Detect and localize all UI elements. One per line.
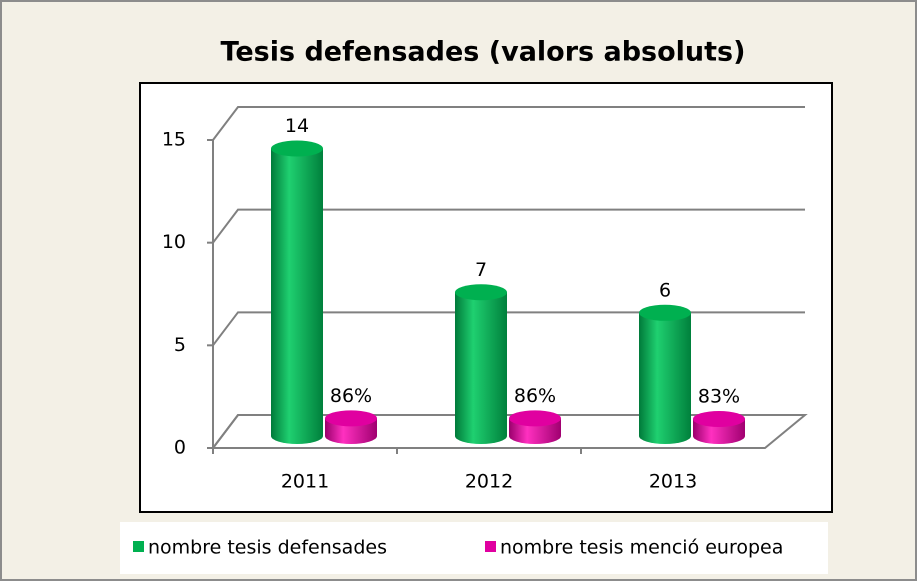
bar-top [639, 304, 691, 321]
bar [271, 148, 323, 445]
x-tick-label: 2011 [281, 471, 329, 493]
y-tick-label: 0 [174, 437, 186, 459]
bar-top [509, 410, 561, 427]
grid-line [212, 106, 805, 141]
data-label: 86% [330, 385, 372, 407]
data-label: 14 [285, 115, 309, 137]
legend-swatch [485, 541, 496, 552]
legend-swatch [133, 541, 144, 552]
bar-top [325, 410, 377, 427]
data-label: 83% [698, 385, 740, 407]
data-label: 86% [514, 385, 556, 407]
bar-top [693, 410, 745, 427]
bar-top [455, 284, 507, 301]
x-tick-label: 2012 [465, 471, 513, 493]
legend-label: nombre tesis menció europea [500, 537, 783, 559]
grid-line [212, 208, 805, 244]
grid-line [212, 414, 805, 449]
y-tick-label: 5 [174, 334, 186, 356]
legend [120, 522, 828, 574]
bar-top [271, 140, 323, 157]
y-tick-label: 10 [162, 231, 186, 253]
x-tick-label: 2013 [649, 471, 697, 493]
bar [455, 292, 507, 444]
bar [639, 312, 691, 444]
grid-line [212, 311, 805, 346]
y-tick-label: 15 [162, 129, 186, 151]
data-label: 7 [475, 259, 487, 281]
legend-label: nombre tesis defensades [148, 537, 387, 559]
data-label: 6 [659, 279, 671, 301]
chart-title: Tesis defensades (valors absoluts) [221, 37, 746, 68]
